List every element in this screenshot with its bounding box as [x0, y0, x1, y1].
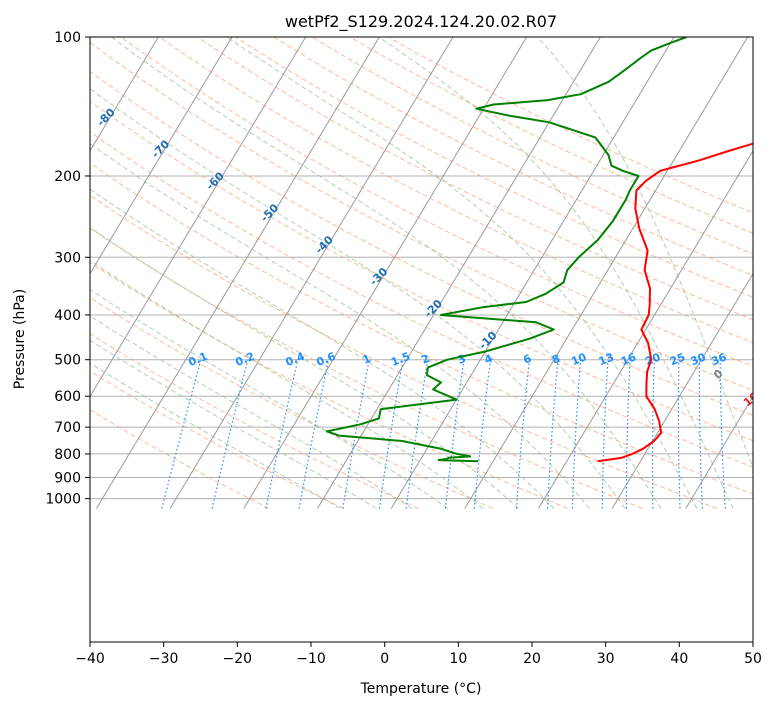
mixing-ratio-line — [601, 359, 609, 509]
x-tick-label: −30 — [149, 651, 179, 667]
dry-adiabat — [90, 162, 753, 495]
mixing-ratio-label: 36 — [709, 350, 728, 368]
mixing-ratio-line — [405, 359, 429, 509]
y-tick-label: 1000 — [45, 492, 81, 508]
mixing-ratio-line — [677, 359, 681, 509]
x-axis-ticks: −40 −30 −20 −10 0 10 20 30 40 50 — [75, 642, 762, 667]
mixing-ratio-line — [378, 359, 404, 509]
y-axis-label: Pressure (hPa) — [12, 289, 28, 389]
y-tick-label: 700 — [54, 420, 81, 436]
y-tick-label: 600 — [54, 389, 81, 405]
dry-adiabat — [90, 261, 568, 509]
mixing-ratio-label: 8 — [550, 352, 562, 367]
mixing-ratio-line — [298, 359, 330, 509]
moist-adiabat — [378, 37, 734, 509]
moist-adiabat — [90, 362, 341, 509]
isotherm — [169, 37, 454, 509]
moist-adiabat — [90, 289, 449, 509]
x-tick-label: 10 — [449, 651, 467, 667]
mixing-ratio-label: 13 — [597, 350, 616, 368]
y-tick-label: 400 — [54, 308, 81, 324]
x-tick-label: 50 — [744, 651, 762, 667]
mixing-ratio-label: 30 — [689, 350, 708, 368]
mixing-ratio-lines — [161, 359, 726, 509]
isotherm — [90, 37, 307, 398]
y-tick-label: 900 — [54, 471, 81, 487]
x-tick-label: 0 — [380, 651, 389, 667]
dry-adiabat — [90, 296, 494, 509]
mixing-ratio-line — [651, 359, 655, 509]
dry-adiabat — [90, 333, 419, 509]
isotherm — [90, 37, 233, 275]
dry-adiabat — [120, 37, 753, 367]
isotherm — [317, 37, 601, 509]
plot-area: 0.10.20.40.611.52346810131620253036-100-… — [90, 37, 761, 509]
mixing-ratio-label: 1 — [361, 352, 373, 367]
mixing-ratio-line — [473, 359, 492, 509]
moist-adiabat — [537, 37, 753, 469]
y-axis-ticks: 100 200 300 400 500 600 700 800 900 1000 — [45, 30, 90, 508]
sounding-series — [325, 37, 753, 463]
moist-adiabat — [90, 259, 484, 509]
moist-adiabat — [90, 188, 555, 509]
moist-adiabat — [90, 226, 519, 509]
dry-adiabat — [159, 37, 753, 344]
isotherm — [243, 37, 528, 509]
mixing-ratio-line — [719, 359, 726, 509]
isotherm — [611, 272, 753, 509]
y-tick-label: 500 — [54, 353, 81, 369]
isotherms — [90, 37, 753, 509]
temperature-line — [597, 142, 753, 463]
mixing-ratio-label: 3 — [456, 352, 468, 367]
x-tick-label: 30 — [597, 651, 615, 667]
isotherm — [464, 37, 749, 509]
x-tick-label: −40 — [75, 651, 105, 667]
moist-adiabat — [90, 143, 590, 509]
mixing-ratio-line — [698, 359, 704, 509]
moist-adiabat — [90, 87, 626, 509]
isotherm — [390, 37, 675, 509]
isotherm — [538, 149, 753, 509]
dry-adiabat — [90, 370, 344, 509]
dry-adiabat — [311, 37, 753, 255]
dry-adiabat — [90, 227, 643, 509]
mixing-ratio-line — [342, 359, 370, 509]
y-tick-label: 300 — [54, 250, 81, 266]
y-tick-label: 200 — [54, 169, 81, 185]
x-axis-label: Temperature (°C) — [360, 681, 482, 697]
y-tick-label: 100 — [54, 30, 81, 46]
mixing-ratio-line — [515, 359, 530, 509]
dry-adiabat — [235, 37, 753, 298]
y-tick-label: 800 — [54, 447, 81, 463]
dry-adiabat — [90, 70, 753, 416]
dry-adiabat — [197, 37, 753, 321]
mixing-ratio-label: 20 — [643, 350, 662, 368]
isotherm — [90, 37, 159, 152]
mixing-ratio-line — [547, 359, 559, 509]
x-tick-label: −10 — [296, 651, 326, 667]
x-tick-label: −20 — [223, 651, 253, 667]
mixing-ratio-line — [444, 359, 465, 509]
dry-adiabat — [90, 131, 753, 468]
dewpoint-line — [325, 37, 687, 463]
mixing-ratio-label: 16 — [619, 350, 638, 368]
mixing-ratio-label: 25 — [668, 350, 687, 368]
chart-title: wetPf2_S129.2024.124.20.02.R07 — [285, 12, 557, 32]
adiabat-label: 10 — [741, 389, 761, 409]
mixing-ratio-label: 10 — [569, 350, 588, 368]
mixing-ratio-line — [625, 359, 631, 509]
mixing-ratio-label: 2 — [420, 352, 432, 367]
dry-adiabats — [90, 37, 753, 509]
x-tick-label: 20 — [523, 651, 541, 667]
mixing-ratio-line — [571, 359, 582, 509]
isotherm — [96, 37, 380, 509]
moist-adiabat — [90, 339, 377, 509]
dry-adiabat — [90, 194, 718, 509]
plot-frame — [89, 36, 754, 643]
x-tick-label: 40 — [670, 651, 688, 667]
isotherm — [685, 395, 753, 509]
